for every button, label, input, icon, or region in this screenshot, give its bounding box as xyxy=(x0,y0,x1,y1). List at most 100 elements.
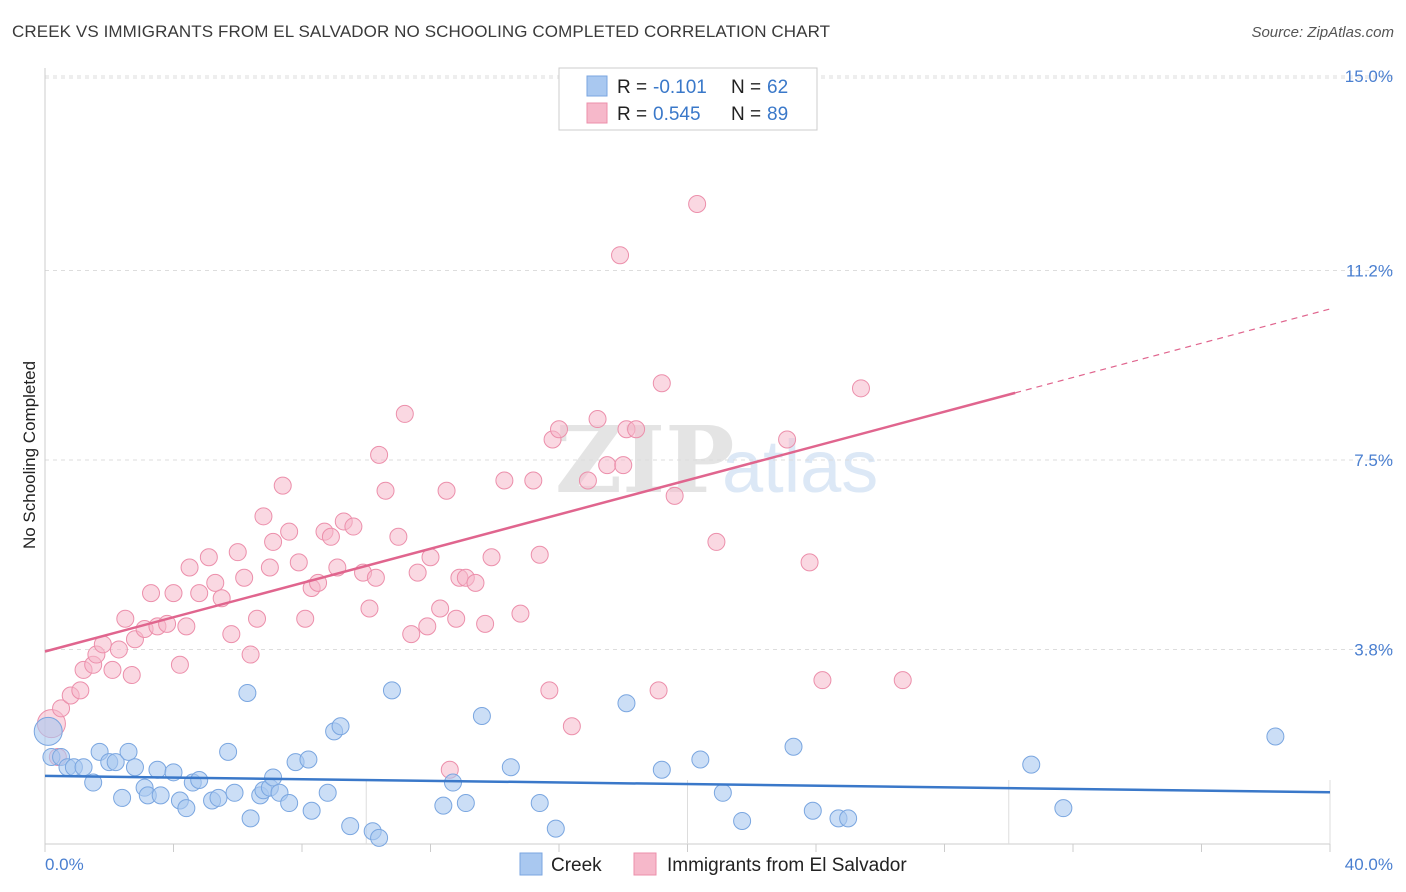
data-point-creek xyxy=(190,771,209,789)
data-point-el-salvador xyxy=(296,609,315,628)
data-point-el-salvador xyxy=(614,456,633,475)
legend-n-value-el-salvador: 89 xyxy=(767,104,788,125)
y-tick-label: 7.5% xyxy=(1354,451,1393,470)
data-point-el-salvador xyxy=(360,599,379,618)
data-point-el-salvador xyxy=(530,545,549,564)
source-label: Source: ZipAtlas.com xyxy=(1251,24,1394,41)
data-point-el-salvador xyxy=(264,532,283,551)
data-point-creek xyxy=(839,809,858,828)
bottom-legend-swatch-creek xyxy=(519,852,543,876)
data-point-el-salvador xyxy=(52,699,71,718)
data-point-el-salvador xyxy=(476,614,495,633)
data-point-el-salvador xyxy=(431,599,450,618)
data-point-el-salvador xyxy=(408,563,427,582)
data-point-creek xyxy=(148,760,167,779)
data-point-creek xyxy=(472,707,491,725)
data-point-el-salvador xyxy=(321,527,340,546)
data-point-el-salvador xyxy=(707,532,726,551)
data-point-el-salvador xyxy=(402,625,421,644)
bottom-legend-label-creek: Creek xyxy=(551,855,602,876)
data-point-creek xyxy=(652,760,671,779)
data-point-creek xyxy=(382,681,401,700)
data-point-creek xyxy=(434,796,453,815)
data-point-creek xyxy=(713,783,732,802)
data-point-el-salvador xyxy=(254,507,273,526)
data-point-el-salvador xyxy=(199,548,218,567)
data-point-creek xyxy=(1054,799,1073,818)
data-point-creek xyxy=(370,828,389,847)
data-point-creek xyxy=(113,788,132,807)
data-point-el-salvador xyxy=(241,645,260,664)
data-point-creek xyxy=(225,783,244,802)
data-point-el-salvador xyxy=(851,379,870,398)
data-point-el-salvador xyxy=(482,548,501,567)
data-point-el-salvador xyxy=(588,410,607,429)
series-immigrants-el-salvador xyxy=(36,195,912,779)
data-point-el-salvador xyxy=(778,430,797,449)
bottom-legend-swatch-el-salvador xyxy=(633,852,657,876)
data-point-el-salvador xyxy=(562,717,581,736)
data-point-creek xyxy=(106,753,125,772)
data-point-creek xyxy=(803,801,822,820)
bottom-legend: Creek Immigrants from El Salvador xyxy=(519,852,907,876)
data-point-creek xyxy=(33,716,63,746)
data-point-creek xyxy=(530,794,549,813)
data-point-el-salvador xyxy=(611,246,630,265)
legend-n-label-el-salvador: N = xyxy=(731,104,761,125)
data-point-creek xyxy=(264,768,283,787)
data-point-el-salvador xyxy=(800,553,819,572)
legend-n-value-creek: 62 xyxy=(767,77,788,98)
grid xyxy=(45,75,1393,650)
data-point-creek xyxy=(299,750,318,769)
watermark-atlas: atlas xyxy=(722,425,878,508)
data-point-el-salvador xyxy=(122,666,141,685)
data-point-creek xyxy=(151,786,170,805)
data-point-el-salvador xyxy=(511,604,530,623)
data-point-creek xyxy=(546,819,565,838)
data-point-creek xyxy=(241,809,260,828)
data-point-el-salvador xyxy=(578,471,597,490)
x-tick-label: 0.0% xyxy=(45,855,84,874)
chart-title: CREEK VS IMMIGRANTS FROM EL SALVADOR NO … xyxy=(12,22,831,41)
data-point-creek xyxy=(331,717,350,736)
data-point-el-salvador xyxy=(248,609,267,628)
data-point-creek xyxy=(209,788,228,807)
trend-line-el-salvador-extension xyxy=(1015,308,1331,394)
data-point-el-salvador xyxy=(813,671,832,690)
data-point-el-salvador xyxy=(418,617,437,636)
data-point-creek xyxy=(456,794,475,813)
trend-line-el-salvador xyxy=(44,391,1016,653)
data-point-el-salvador xyxy=(177,617,196,636)
legend-r-label-el-salvador: R = xyxy=(617,104,647,125)
data-point-creek xyxy=(219,742,238,761)
x-tick-label: 40.0% xyxy=(1345,855,1393,874)
data-point-el-salvador xyxy=(222,625,241,644)
data-point-el-salvador xyxy=(260,558,279,577)
data-point-el-salvador xyxy=(103,660,122,679)
data-point-creek xyxy=(501,758,520,777)
data-point-el-salvador xyxy=(649,681,668,700)
series-creek xyxy=(33,681,1285,847)
data-point-el-salvador xyxy=(235,568,254,587)
data-point-el-salvador xyxy=(688,195,707,213)
y-tick-label: 3.8% xyxy=(1354,640,1393,659)
data-point-creek xyxy=(341,817,360,836)
data-point-el-salvador xyxy=(273,476,292,495)
data-point-el-salvador xyxy=(550,420,568,439)
data-point-el-salvador xyxy=(228,543,247,562)
data-point-el-salvador xyxy=(495,471,514,490)
data-point-creek xyxy=(617,694,636,713)
legend-r-value-el-salvador: 0.545 xyxy=(653,104,701,125)
data-point-el-salvador xyxy=(170,655,189,674)
data-point-creek xyxy=(177,799,196,818)
trend-lines xyxy=(44,308,1331,794)
data-point-creek xyxy=(1266,727,1285,746)
data-point-creek xyxy=(302,801,321,820)
data-point-el-salvador xyxy=(344,517,363,536)
legend-r-label-creek: R = xyxy=(617,77,647,98)
data-point-el-salvador xyxy=(437,481,456,500)
legend-n-label-creek: N = xyxy=(731,77,761,98)
data-point-el-salvador xyxy=(395,404,414,423)
data-point-creek xyxy=(691,750,710,769)
